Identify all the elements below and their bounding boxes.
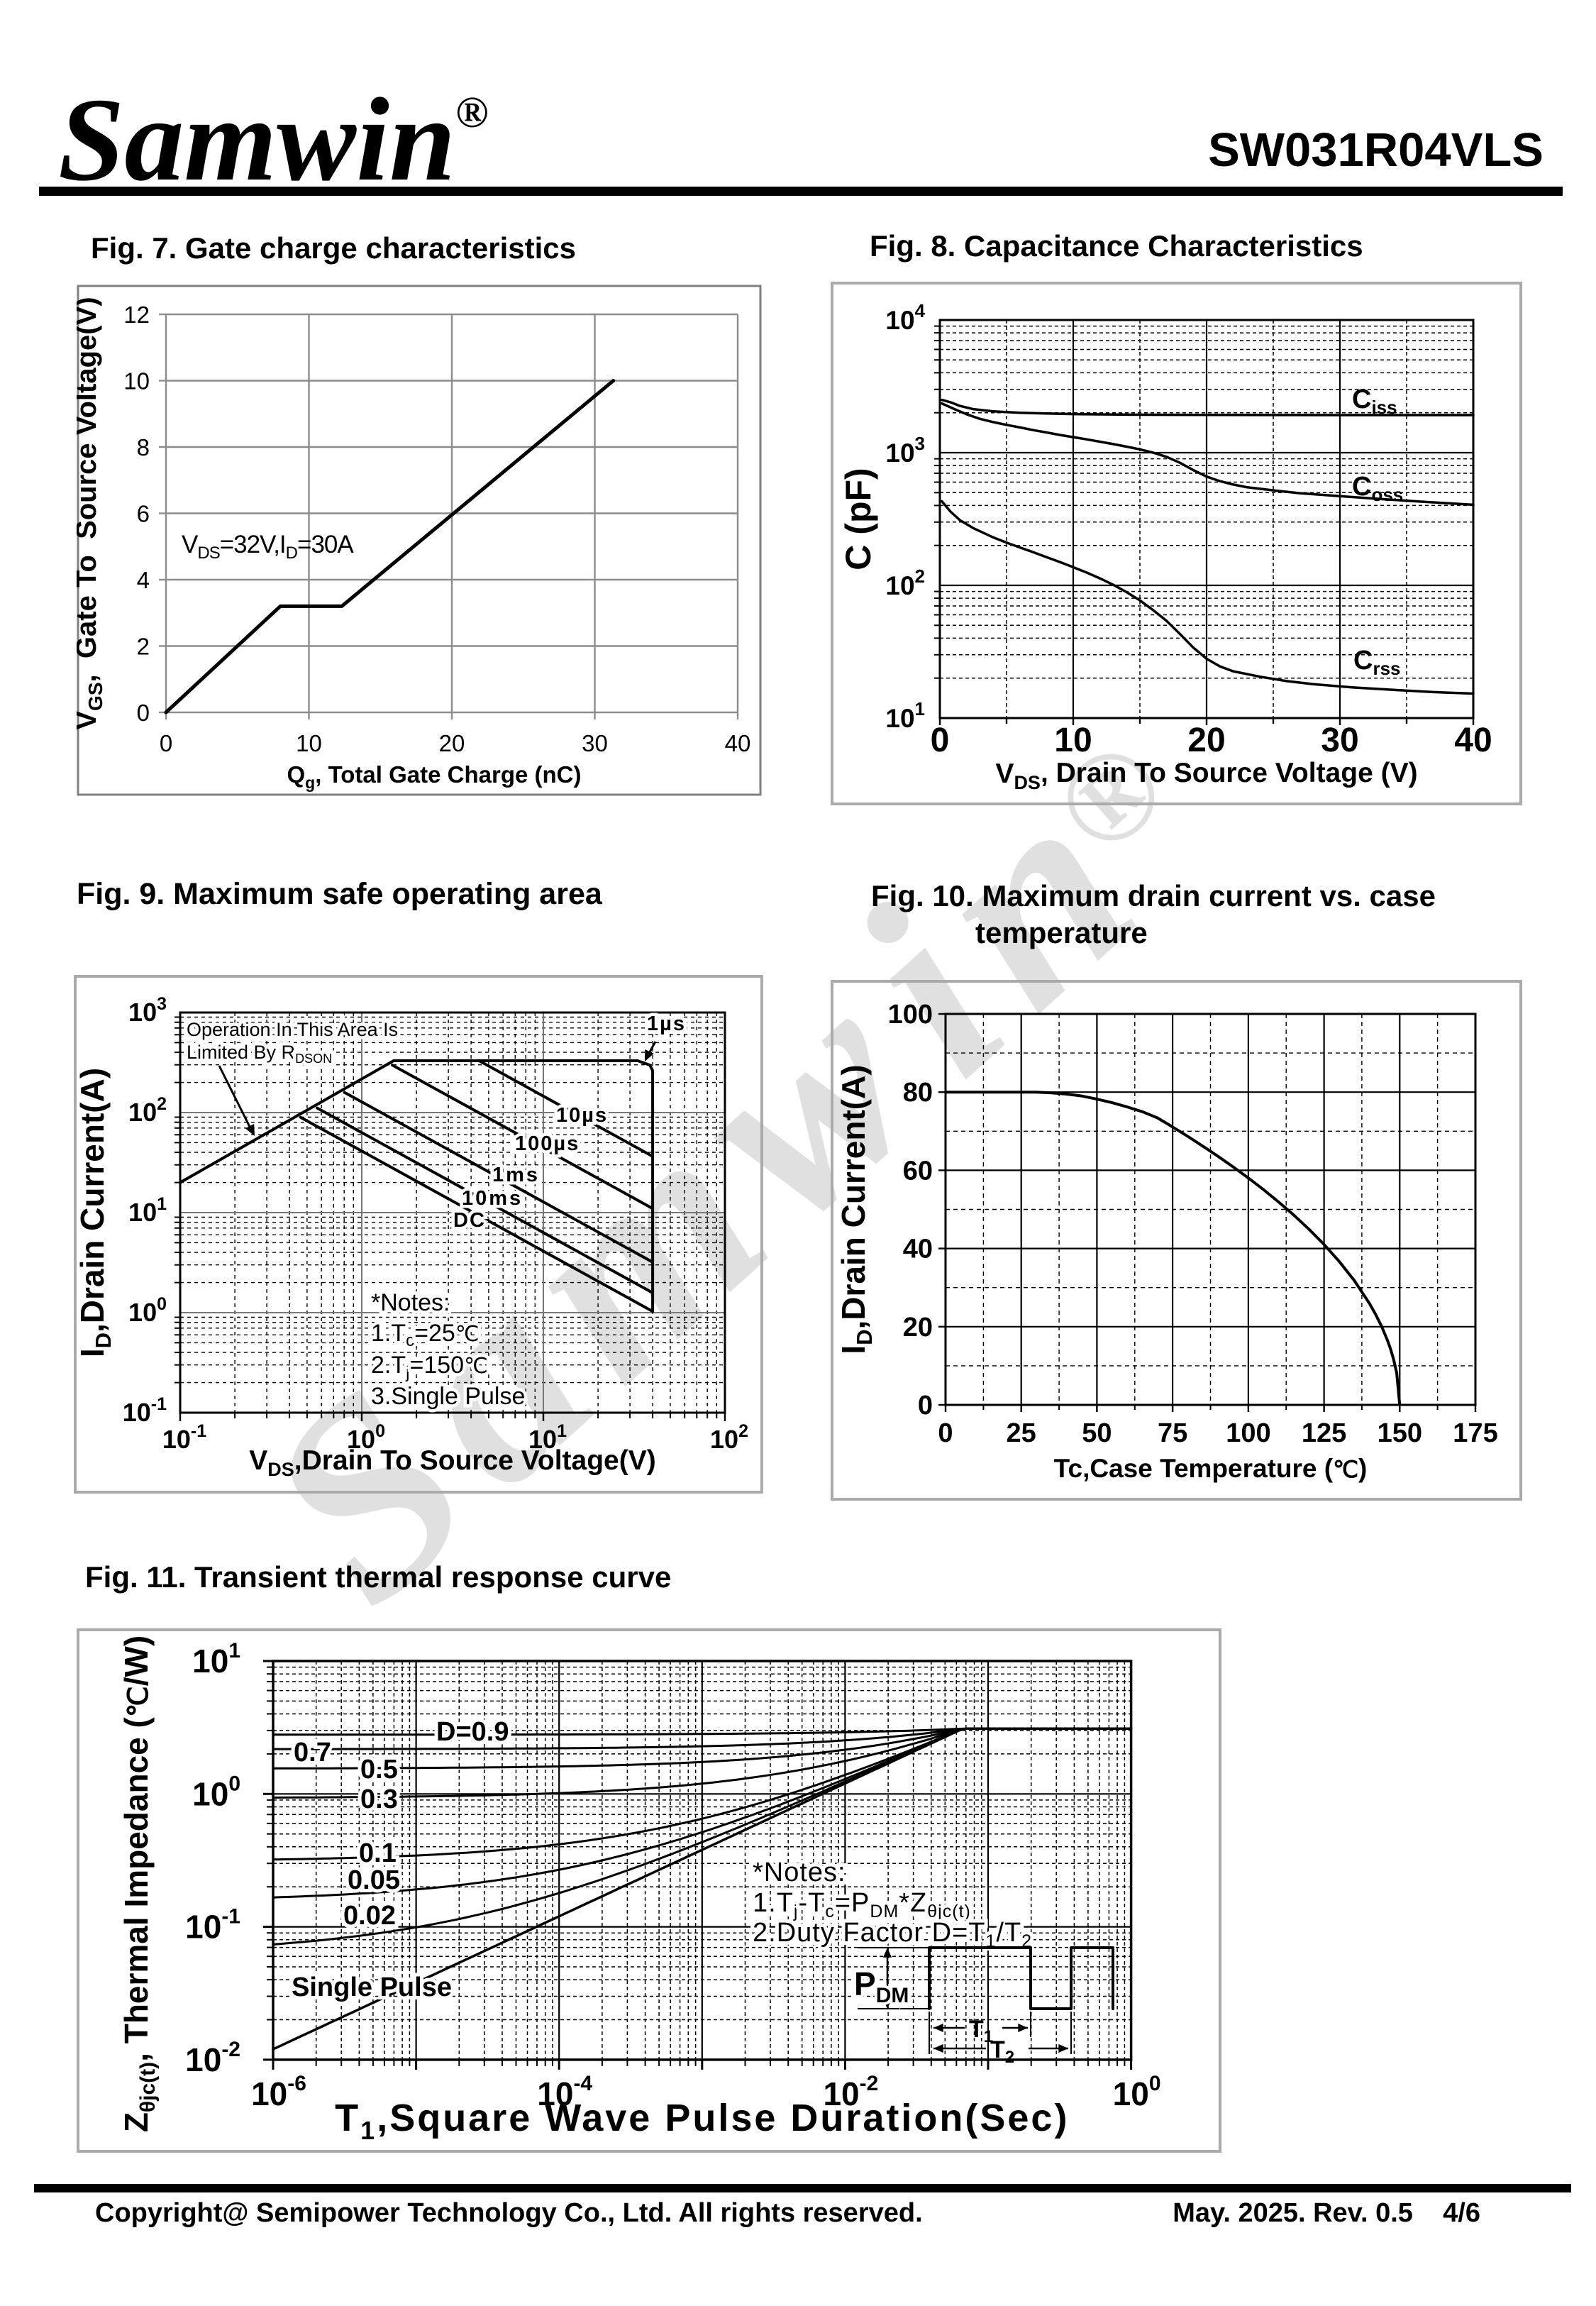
- svg-text:VDS=32V,ID=30A: VDS=32V,ID=30A: [182, 531, 354, 563]
- svg-text:10-1: 10-1: [123, 1394, 167, 1427]
- svg-text:10-2: 10-2: [185, 2038, 240, 2078]
- svg-text:75: 75: [1158, 1418, 1187, 1448]
- svg-text:40: 40: [1454, 722, 1492, 759]
- svg-text:0.05: 0.05: [348, 1865, 400, 1895]
- svg-text:100: 100: [888, 1000, 933, 1030]
- svg-text:0.1: 0.1: [359, 1838, 397, 1868]
- svg-text:60: 60: [903, 1156, 933, 1186]
- svg-text:0: 0: [938, 1418, 953, 1448]
- svg-text:0.02: 0.02: [343, 1901, 396, 1931]
- svg-text:102: 102: [128, 1094, 167, 1127]
- svg-text:ID,Drain Current(A): ID,Drain Current(A): [74, 1068, 116, 1357]
- svg-text:0.3: 0.3: [360, 1784, 398, 1814]
- svg-text:2: 2: [137, 634, 150, 660]
- svg-text:50: 50: [1082, 1418, 1112, 1448]
- svg-text:1.Tj-Tc=PDM*Zθjc(t): 1.Tj-Tc=PDM*Zθjc(t): [753, 1888, 971, 1921]
- svg-text:0: 0: [137, 700, 150, 726]
- svg-text:ID,Drain Current(A): ID,Drain Current(A): [835, 1064, 877, 1354]
- svg-text:150: 150: [1378, 1418, 1422, 1448]
- svg-text:Zθjc(t), Thermal Impedance (℃/: Zθjc(t), Thermal Impedance (℃/W): [118, 1635, 160, 2132]
- svg-text:101: 101: [885, 698, 925, 733]
- svg-text:PDM: PDM: [854, 1965, 909, 2007]
- svg-text:100: 100: [192, 1772, 240, 1812]
- svg-text:6: 6: [137, 501, 150, 527]
- svg-text:10: 10: [296, 730, 322, 756]
- svg-text:20: 20: [1187, 722, 1225, 759]
- svg-text:2.Tj=150℃: 2.Tj=150℃: [371, 1352, 488, 1382]
- svg-text:20: 20: [439, 730, 465, 756]
- svg-text:*Notes:: *Notes:: [371, 1289, 450, 1316]
- svg-text:C (pF): C (pF): [838, 468, 878, 570]
- svg-text:10-1: 10-1: [162, 1421, 206, 1454]
- svg-text:Limited By RDSON: Limited By RDSON: [187, 1042, 332, 1066]
- svg-text:40: 40: [725, 730, 751, 756]
- svg-text:0.5: 0.5: [360, 1755, 398, 1784]
- svg-text:DC: DC: [453, 1209, 486, 1232]
- svg-text:Tc,Case Temperature (℃): Tc,Case Temperature (℃): [1054, 1454, 1368, 1483]
- svg-text:40: 40: [903, 1235, 933, 1264]
- svg-text:10-6: 10-6: [251, 2072, 306, 2112]
- svg-text:104: 104: [885, 300, 925, 335]
- svg-text:102: 102: [885, 566, 925, 600]
- svg-text:VGS, Gate To Source Voltage(: VGS, Gate To Source Voltage(V): [77, 297, 106, 729]
- svg-text:101: 101: [128, 1194, 167, 1227]
- svg-text:0.7: 0.7: [294, 1738, 331, 1767]
- svg-text:Coss: Coss: [1352, 472, 1403, 505]
- svg-text:101: 101: [192, 1639, 240, 1679]
- svg-text:Crss: Crss: [1353, 646, 1401, 679]
- svg-text:0: 0: [931, 722, 950, 759]
- svg-text:10-1: 10-1: [185, 1905, 240, 1946]
- svg-text:103: 103: [885, 433, 925, 468]
- svg-text:1.Tc=25℃: 1.Tc=25℃: [371, 1320, 480, 1350]
- svg-text:3.Single Pulse: 3.Single Pulse: [371, 1383, 525, 1410]
- svg-text:4: 4: [137, 567, 150, 593]
- svg-text:20: 20: [903, 1313, 933, 1342]
- svg-text:30: 30: [1321, 722, 1358, 759]
- svg-text:25: 25: [1007, 1418, 1036, 1448]
- svg-text:2.Duty Factor D=T1/T2: 2.Duty Factor D=T1/T2: [753, 1918, 1032, 1951]
- svg-text:103: 103: [128, 994, 167, 1027]
- svg-text:10ms: 10ms: [462, 1187, 523, 1210]
- svg-text:10: 10: [123, 368, 150, 395]
- svg-text:10: 10: [1054, 722, 1092, 759]
- svg-text:0: 0: [918, 1391, 933, 1420]
- svg-text:VDS,Drain To Source Voltage(V): VDS,Drain To Source Voltage(V): [249, 1445, 655, 1480]
- svg-text:10µs: 10µs: [556, 1104, 608, 1127]
- svg-text:125: 125: [1302, 1418, 1346, 1448]
- svg-text:8: 8: [137, 434, 150, 460]
- svg-text:100: 100: [128, 1294, 167, 1327]
- svg-text:T1,Square Wave Pulse Duration(: T1,Square Wave Pulse Duration(Sec): [335, 2097, 1069, 2145]
- svg-text:Single Pulse: Single Pulse: [292, 1973, 452, 2002]
- svg-text:1µs: 1µs: [647, 1013, 686, 1035]
- svg-text:D=0.9: D=0.9: [436, 1717, 509, 1747]
- svg-text:80: 80: [903, 1078, 933, 1108]
- svg-text:100: 100: [1113, 2072, 1161, 2112]
- svg-text:VDS, Drain To Source Voltage (: VDS, Drain To Source Voltage (V): [995, 758, 1417, 793]
- svg-text:*Notes:: *Notes:: [753, 1858, 846, 1887]
- svg-text:T2: T2: [990, 2036, 1014, 2067]
- svg-text:0: 0: [160, 730, 172, 756]
- svg-text:101: 101: [528, 1421, 567, 1454]
- svg-text:175: 175: [1453, 1418, 1497, 1448]
- svg-text:30: 30: [582, 730, 608, 756]
- svg-text:102: 102: [710, 1421, 748, 1454]
- svg-text:100µs: 100µs: [515, 1132, 580, 1155]
- svg-text:100: 100: [1226, 1418, 1270, 1448]
- svg-text:1ms: 1ms: [492, 1164, 540, 1186]
- svg-text:Qg, Total Gate Charge (nC): Qg, Total Gate Charge (nC): [287, 761, 582, 792]
- svg-text:12: 12: [123, 302, 150, 328]
- svg-text:Operation In This Area Is: Operation In This Area Is: [187, 1019, 398, 1040]
